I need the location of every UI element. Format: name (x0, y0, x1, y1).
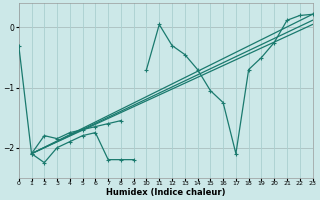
X-axis label: Humidex (Indice chaleur): Humidex (Indice chaleur) (106, 188, 225, 197)
